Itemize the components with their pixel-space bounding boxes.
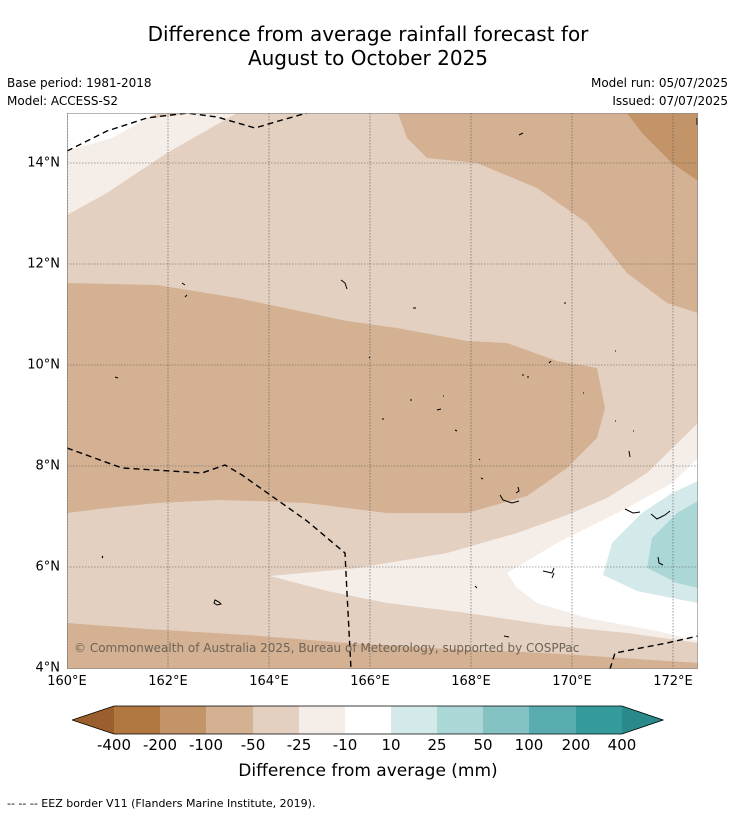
colorbar-tick-7: 10: [381, 736, 401, 754]
chart-title: Difference from average rainfall forecas…: [0, 22, 736, 70]
region-drier-corner: [627, 113, 698, 181]
colorbar-tick-3: -100: [188, 736, 224, 754]
lon-label-162e: 162°E: [148, 674, 188, 689]
lat-label-4n: 4°N: [35, 660, 61, 676]
colorbar-tick-10: 100: [514, 736, 544, 754]
colorbar-bin-1: [114, 706, 160, 734]
colorbar-bin-2: [160, 706, 206, 734]
colorbar-tick-2: -200: [142, 736, 178, 754]
title-line-1: Difference from average rainfall forecas…: [147, 22, 589, 46]
lon-label-172e: 172°E: [653, 674, 693, 689]
islands: [101, 118, 698, 638]
lat-label-8n: 8°N: [35, 458, 61, 474]
model-run: Model run: 05/07/2025: [590, 76, 728, 90]
colorbar-bin-4: [253, 706, 299, 734]
colorbar-arrow-left: [72, 706, 114, 734]
region-dry-central: [67, 283, 605, 513]
lon-label-168e: 168°E: [451, 674, 491, 689]
colorbar-bin-10: [529, 706, 576, 734]
colorbar-tick-9: 50: [473, 736, 493, 754]
eez-footnote: -- -- -- EEZ border V11 (Flanders Marine…: [7, 797, 316, 810]
region-dry-bottom: [67, 623, 698, 669]
colorbar-arrow-right: [622, 706, 663, 734]
model-name: Model: ACCESS-S2: [7, 94, 119, 108]
lat-label-12n: 12°N: [27, 256, 60, 272]
issued-date: Issued: 07/07/2025: [612, 94, 728, 108]
lon-label-164e: 164°E: [249, 674, 289, 689]
colorbar-tick-5: -25: [286, 736, 312, 754]
colorbar-bin-3: [206, 706, 253, 734]
colorbar-outline: [72, 705, 664, 735]
lat-label-14n: 14°N: [27, 155, 60, 171]
meta-right: Model run: 05/07/2025 Issued: 07/07/2025: [591, 74, 728, 110]
colorbar-bin-11: [576, 706, 622, 734]
lon-label-170e: 170°E: [552, 674, 592, 689]
region-wet: [647, 501, 698, 588]
base-period: Base period: 1981-2018: [7, 76, 152, 90]
colorbar-bin-6: [345, 706, 391, 734]
map-frame: [67, 113, 698, 669]
lon-label-166e: 166°E: [350, 674, 390, 689]
lat-label-10n: 10°N: [27, 357, 60, 373]
copyright-notice: © Commonwealth of Australia 2025, Bureau…: [74, 641, 580, 655]
colorbar-tick-6: -10: [332, 736, 358, 754]
colorbar-tick-4: -50: [240, 736, 266, 754]
colorbar-tick-1: -400: [96, 736, 132, 754]
lon-label-160e: 160°E: [47, 674, 87, 689]
colorbar-bin-5: [299, 706, 345, 734]
colorbar-bin-9: [483, 706, 529, 734]
colorbar-bin-8: [437, 706, 483, 734]
colorbar: [72, 705, 664, 735]
meta-left: Base period: 1981-2018 Model: ACCESS-S2: [7, 74, 152, 110]
colorbar-tick-11: 200: [561, 736, 591, 754]
colorbar-label: Difference from average (mm): [238, 761, 498, 781]
rainfall-map: [67, 113, 698, 669]
colorbar-bin-7: [391, 706, 437, 734]
title-line-2: August to October 2025: [247, 46, 489, 70]
colorbar-tick-12: 400: [607, 736, 637, 754]
colorbar-tick-8: 25: [427, 736, 447, 754]
lat-label-6n: 6°N: [35, 559, 61, 575]
region-white-south-east: [507, 458, 698, 641]
eez-borders: [67, 113, 698, 669]
